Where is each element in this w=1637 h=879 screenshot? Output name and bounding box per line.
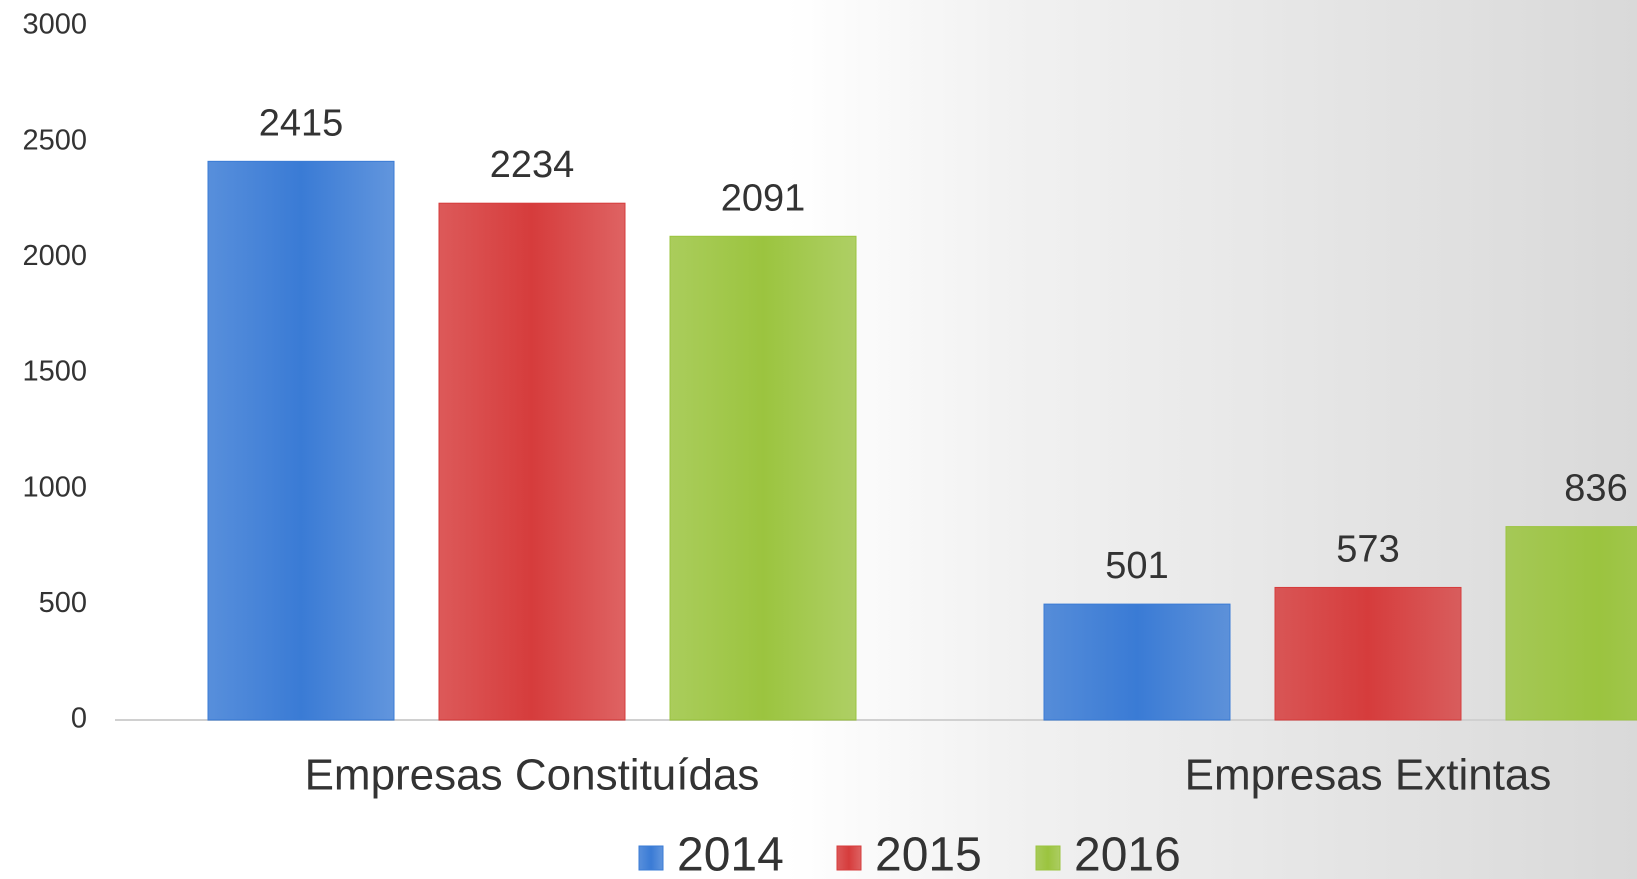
y-tick-label: 1500 xyxy=(22,356,87,388)
y-tick-label: 0 xyxy=(71,703,87,735)
value-label: 2415 xyxy=(259,102,344,144)
y-tick-label: 3000 xyxy=(22,9,87,41)
bar xyxy=(1274,586,1462,721)
y-tick-label: 2000 xyxy=(22,240,87,272)
legend-label: 2015 xyxy=(875,829,982,879)
legend-swatch xyxy=(638,845,664,871)
y-tick-label: 2500 xyxy=(22,124,87,156)
value-label: 2091 xyxy=(721,177,806,219)
y-tick-label: 500 xyxy=(39,587,87,619)
legend-swatch xyxy=(836,845,862,871)
value-label: 573 xyxy=(1336,528,1399,570)
bar xyxy=(207,160,395,721)
bar xyxy=(1043,603,1231,721)
value-label: 2234 xyxy=(490,144,575,186)
value-label: 501 xyxy=(1105,545,1168,587)
y-tick-label: 1000 xyxy=(22,471,87,503)
bar xyxy=(1505,526,1637,721)
bar xyxy=(669,235,857,721)
legend-label: 2014 xyxy=(677,829,784,879)
legend-label: 2016 xyxy=(1074,829,1181,879)
bar xyxy=(438,202,626,721)
legend-swatch xyxy=(1035,845,1061,871)
x-tick-label: Empresas Constituídas xyxy=(305,751,760,800)
x-tick-label: Empresas Extintas xyxy=(1185,751,1552,800)
value-label: 836 xyxy=(1564,468,1627,510)
